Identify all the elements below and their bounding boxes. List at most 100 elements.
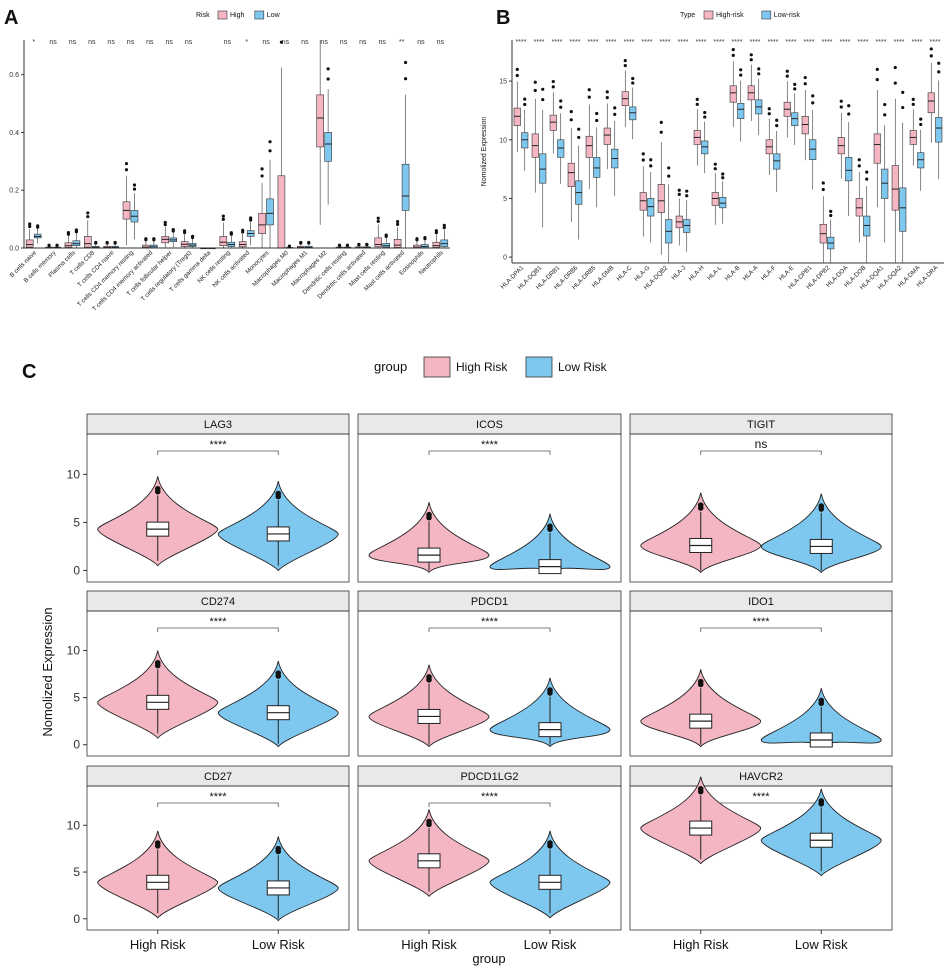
facet-havcr2: HAVCR2 **** High Risk Low Risk xyxy=(629,765,893,952)
outlier-point xyxy=(937,70,941,74)
y-tick-label: 0.0 xyxy=(9,246,19,253)
legend: Risk High Low xyxy=(196,10,281,20)
outlier-point xyxy=(649,158,653,162)
box-high-risk xyxy=(711,192,719,206)
outlier-point xyxy=(577,135,581,140)
box-high xyxy=(413,244,421,249)
outlier-point xyxy=(124,162,129,166)
x-tick-label: High Risk xyxy=(401,937,457,952)
box-high xyxy=(393,239,402,248)
outlier-point xyxy=(260,174,264,178)
outlier-point xyxy=(893,65,897,70)
outlier-point xyxy=(152,237,156,241)
outlier-point xyxy=(587,95,591,99)
significance-label: **** xyxy=(660,39,671,46)
outlier-point xyxy=(677,188,681,192)
outlier-point xyxy=(515,73,519,78)
outlier-point xyxy=(36,224,40,228)
significance-label: * xyxy=(32,39,35,46)
significance-label: **** xyxy=(930,39,941,46)
outlier-point xyxy=(811,94,815,98)
box-low xyxy=(266,198,274,226)
outlier-point xyxy=(55,243,59,247)
significance-bracket xyxy=(700,450,822,455)
outlier-point xyxy=(190,234,195,238)
outlier-point xyxy=(803,75,807,80)
facet-title: CD274 xyxy=(201,596,235,608)
outlier-point xyxy=(132,183,137,187)
outlier-point xyxy=(901,105,905,110)
significance-label: **** xyxy=(624,39,635,46)
outlier-point xyxy=(865,177,869,181)
outlier-point xyxy=(551,79,555,84)
y-axis-label: Nomolized Expression xyxy=(481,117,488,187)
outlier-point xyxy=(365,242,369,246)
y-tick-label: 10 xyxy=(67,467,81,481)
outlier-point xyxy=(376,216,380,220)
outlier-point xyxy=(396,219,400,224)
significance-label: ns xyxy=(437,39,445,46)
box-high xyxy=(84,236,92,248)
box-low-risk xyxy=(773,153,781,170)
outlier-point xyxy=(713,162,717,166)
panel-label: B xyxy=(496,7,510,29)
box-low-risk xyxy=(737,103,745,119)
facet-frame xyxy=(629,610,893,757)
outlier-point xyxy=(144,237,148,241)
panel-label: C xyxy=(22,361,36,383)
significance-label: ns xyxy=(88,39,96,46)
y-tick-label: 0.4 xyxy=(9,130,19,137)
box-low xyxy=(401,163,410,211)
outlier-point xyxy=(275,493,282,500)
outlier-point xyxy=(94,240,98,245)
outlier-point xyxy=(721,172,725,176)
significance-label: **** xyxy=(588,39,599,46)
outlier-point xyxy=(649,164,653,168)
outlier-point xyxy=(547,843,553,849)
outlier-point xyxy=(793,87,797,91)
box-high-risk xyxy=(927,92,935,114)
outlier-point xyxy=(839,99,843,103)
outlier-point xyxy=(326,67,330,71)
category-label: HLA-J xyxy=(670,264,687,281)
outlier-point xyxy=(541,97,545,102)
outlier-point xyxy=(287,244,291,248)
legend-label: Low xyxy=(267,12,281,19)
outlier-point xyxy=(685,189,689,193)
box-high xyxy=(432,241,441,248)
y-tick-label: 0 xyxy=(73,563,80,577)
outlier-point xyxy=(659,120,663,124)
outlier-point xyxy=(337,243,342,247)
box-low-risk xyxy=(899,187,907,232)
outlier-point xyxy=(847,104,851,108)
outlier-point xyxy=(423,235,427,240)
box-low-risk xyxy=(629,106,637,121)
box-high-risk xyxy=(567,162,575,188)
outlier-point xyxy=(641,158,645,162)
outlier-point xyxy=(28,224,32,229)
significance-label: ns xyxy=(301,39,309,46)
box-low-risk xyxy=(935,117,943,143)
outlier-point xyxy=(154,662,161,669)
facet-frame xyxy=(629,785,893,931)
outlier-point xyxy=(132,187,137,191)
outlier-point xyxy=(260,167,264,171)
outlier-point xyxy=(749,53,753,57)
significance-label: ns xyxy=(262,39,270,46)
facet-lag3: LAG3 0 5 10 **** xyxy=(67,413,350,583)
outlier-point xyxy=(757,67,761,71)
significance-label: **** xyxy=(209,791,227,803)
legend-title: Type xyxy=(680,12,695,19)
outlier-point xyxy=(865,170,869,174)
significance-label: ns xyxy=(127,39,135,46)
box-high xyxy=(64,242,73,248)
outlier-point xyxy=(703,110,707,115)
box-low-risk xyxy=(539,153,547,184)
significance-label: **** xyxy=(209,616,227,628)
outlier-point xyxy=(376,219,380,223)
outlier-point xyxy=(821,181,825,185)
outlier-point xyxy=(623,59,627,63)
legend: Type High-risk Low-risk xyxy=(680,10,800,20)
outlier-point xyxy=(697,788,704,795)
